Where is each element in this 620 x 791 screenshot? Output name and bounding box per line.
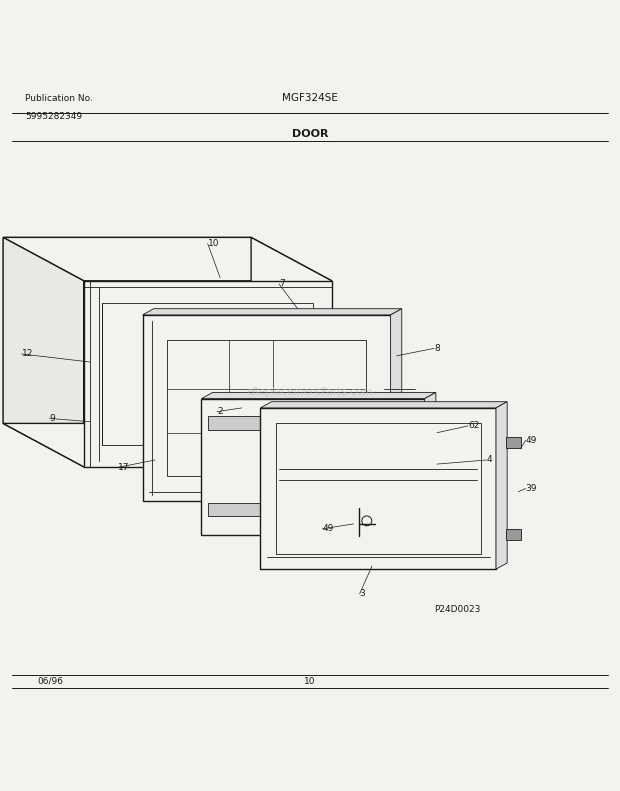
Polygon shape bbox=[84, 281, 332, 467]
Text: P24D0023: P24D0023 bbox=[434, 605, 481, 614]
Polygon shape bbox=[251, 237, 332, 467]
Text: 49: 49 bbox=[526, 436, 537, 445]
Polygon shape bbox=[3, 237, 332, 281]
Polygon shape bbox=[496, 402, 507, 569]
Polygon shape bbox=[202, 392, 436, 399]
Polygon shape bbox=[3, 237, 251, 423]
Polygon shape bbox=[3, 237, 84, 467]
Text: 9: 9 bbox=[50, 414, 55, 423]
Text: 7: 7 bbox=[279, 279, 285, 289]
Polygon shape bbox=[506, 437, 521, 448]
Polygon shape bbox=[143, 315, 391, 501]
Polygon shape bbox=[208, 503, 418, 517]
Polygon shape bbox=[391, 308, 402, 501]
Polygon shape bbox=[143, 308, 402, 315]
Text: 06/96: 06/96 bbox=[37, 677, 63, 686]
Text: MGF324SE: MGF324SE bbox=[282, 93, 338, 103]
Polygon shape bbox=[506, 529, 521, 540]
Text: 10: 10 bbox=[304, 677, 316, 686]
Text: 49: 49 bbox=[322, 524, 334, 533]
Polygon shape bbox=[425, 392, 436, 535]
Text: 4: 4 bbox=[487, 456, 492, 464]
Polygon shape bbox=[202, 399, 425, 535]
Text: 5995282349: 5995282349 bbox=[25, 112, 82, 120]
Text: eReplacementParts.com: eReplacementParts.com bbox=[247, 388, 373, 397]
Text: 12: 12 bbox=[22, 350, 33, 358]
Text: 8: 8 bbox=[434, 344, 440, 353]
Text: 2: 2 bbox=[217, 407, 223, 416]
Polygon shape bbox=[208, 416, 418, 430]
Polygon shape bbox=[425, 465, 450, 480]
Text: 62: 62 bbox=[468, 422, 479, 430]
Text: DOOR: DOOR bbox=[292, 129, 328, 139]
Text: 3: 3 bbox=[360, 589, 365, 599]
Text: Publication No.: Publication No. bbox=[25, 94, 92, 103]
Text: 10: 10 bbox=[208, 239, 219, 248]
Polygon shape bbox=[260, 408, 496, 569]
Polygon shape bbox=[260, 402, 507, 408]
Text: 39: 39 bbox=[526, 484, 538, 493]
Polygon shape bbox=[3, 423, 332, 467]
Text: 17: 17 bbox=[118, 463, 130, 472]
